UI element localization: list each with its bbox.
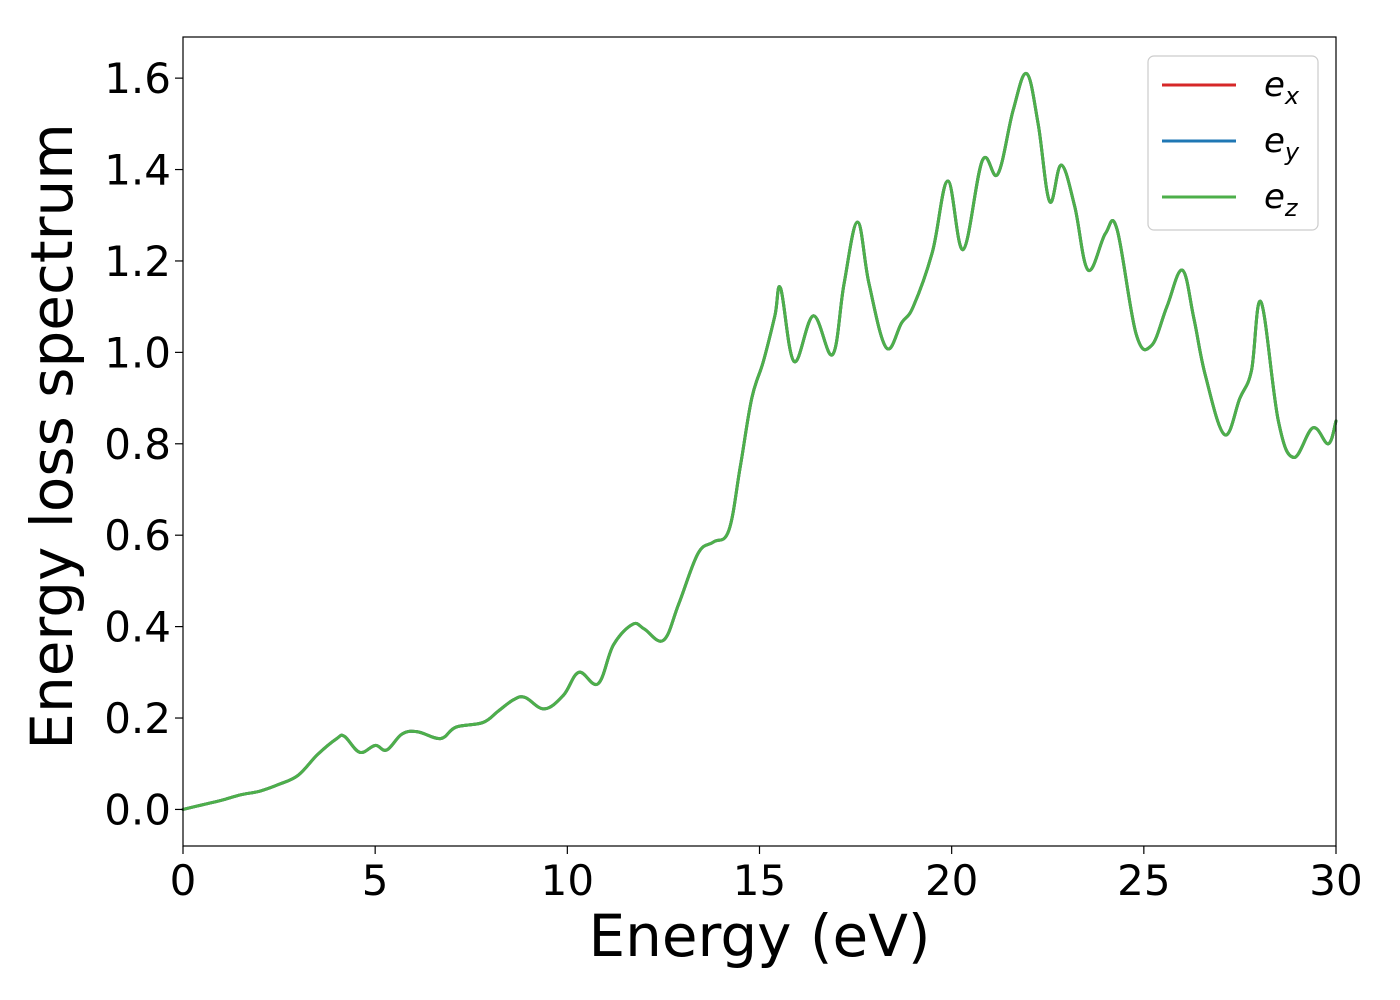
y-tick-label: 1.4 — [104, 146, 171, 195]
legend-label-x: ex — [1264, 65, 1300, 110]
x-tick-label: 30 — [1309, 856, 1362, 905]
x-tick-label: 0 — [170, 856, 197, 905]
y-tick-label: 0.4 — [104, 603, 171, 652]
y-tick-label: 1.0 — [104, 328, 171, 377]
y-tick-label: 0.6 — [104, 511, 171, 560]
y-axis-ticks: 0.0 0.2 0.4 0.6 0.8 1.0 1.2 1.4 1.6 — [104, 54, 183, 834]
x-axis-ticks: 0 5 10 15 20 25 30 — [170, 846, 1363, 905]
y-tick-label: 1.6 — [104, 54, 171, 103]
y-axis-label: Energy loss spectrum — [18, 123, 86, 749]
x-tick-label: 25 — [1117, 856, 1170, 905]
y-tick-label: 0.0 — [104, 785, 171, 834]
legend-label-y: ey — [1264, 121, 1300, 166]
x-axis-label: Energy (eV) — [588, 902, 930, 970]
y-tick-label: 1.2 — [104, 237, 171, 286]
x-tick-label: 5 — [362, 856, 389, 905]
series-line-z — [181, 72, 1338, 811]
series-layer — [181, 72, 1338, 811]
x-tick-label: 20 — [925, 856, 978, 905]
legend: ex ey ez — [1147, 55, 1319, 231]
legend-box — [1147, 55, 1319, 231]
x-tick-label: 10 — [541, 856, 594, 905]
legend-label-z: ez — [1264, 177, 1299, 222]
x-tick-label: 15 — [733, 856, 786, 905]
y-tick-label: 0.2 — [104, 694, 171, 743]
y-tick-label: 0.8 — [104, 420, 171, 469]
